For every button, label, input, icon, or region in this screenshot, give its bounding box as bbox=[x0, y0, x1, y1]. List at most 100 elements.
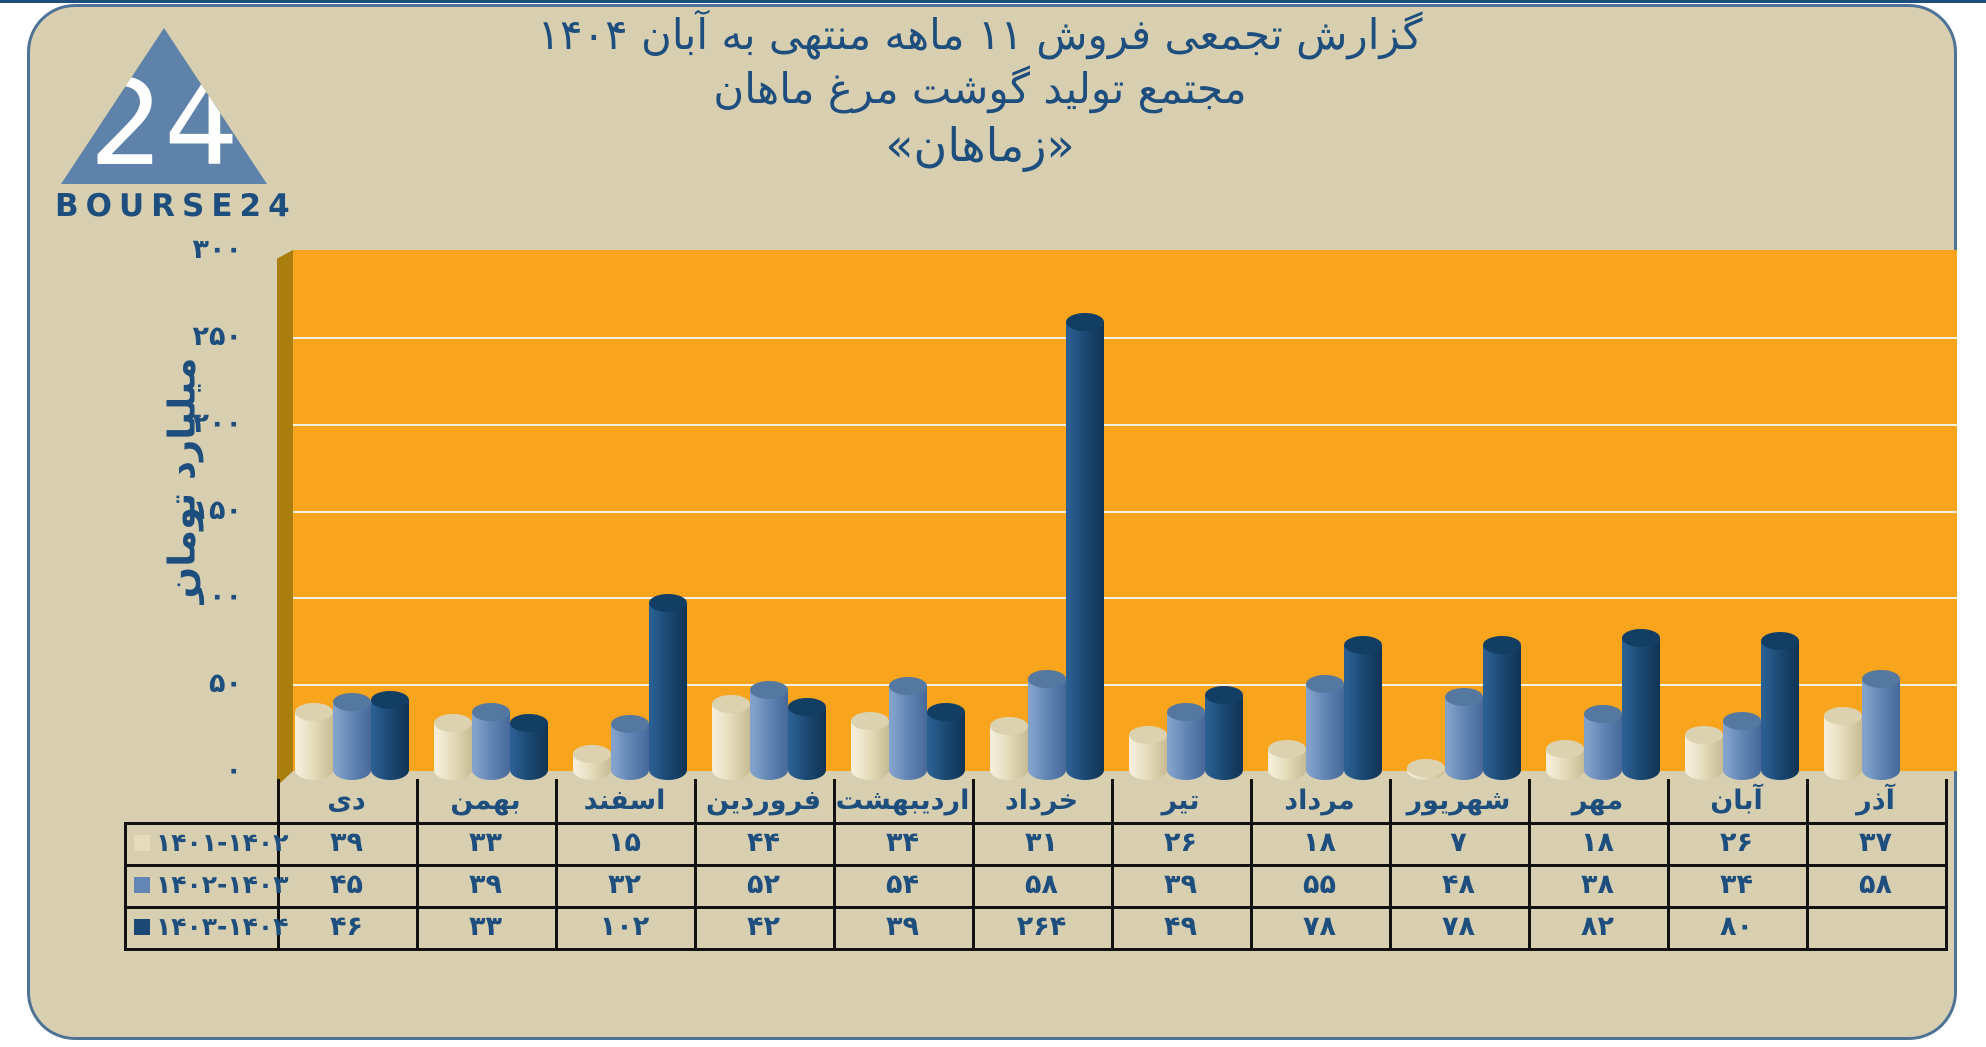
y-tick-label: ۱۰۰ bbox=[192, 581, 242, 613]
table-v-line-0 bbox=[277, 779, 280, 951]
y-tick-label: ۲۵۰ bbox=[192, 320, 242, 352]
bar-top-cap bbox=[1584, 705, 1622, 723]
bar-top-cap bbox=[1306, 675, 1344, 693]
table-value-r0-c7: ۱۸ bbox=[1303, 827, 1336, 858]
table-value-r0-c2: ۱۵ bbox=[608, 827, 641, 858]
bourse24-logo: 24 BOURSE24 bbox=[55, 26, 290, 226]
bar-cylinder-s1-7 bbox=[1306, 675, 1344, 780]
bar-cylinder-s2-2 bbox=[649, 594, 687, 780]
bar-cylinder-s0-7 bbox=[1268, 740, 1306, 780]
table-v-line-1 bbox=[416, 779, 419, 951]
bar-top-cap bbox=[788, 698, 826, 716]
month-header-7: مرداد bbox=[1284, 785, 1355, 816]
table-v-line-6 bbox=[1111, 779, 1114, 951]
bar-cylinder-s2-4 bbox=[927, 703, 965, 780]
legend-swatch-0 bbox=[134, 835, 150, 851]
table-value-r1-c3: ۵۲ bbox=[747, 869, 780, 900]
bar-cylinder-s0-4 bbox=[851, 712, 889, 780]
bar-cylinder-s0-10 bbox=[1685, 726, 1723, 780]
month-header-5: خرداد bbox=[1004, 785, 1079, 816]
bar-top-cap bbox=[573, 745, 611, 763]
bar-top-cap bbox=[333, 693, 371, 711]
gridline-250 bbox=[293, 337, 1957, 339]
bar-top-cap bbox=[750, 681, 788, 699]
bar-cylinder-s1-5 bbox=[1028, 670, 1066, 780]
y-tick-label: ۵۰ bbox=[209, 668, 242, 700]
bar-cylinder-s1-2 bbox=[611, 715, 649, 780]
bar-top-cap bbox=[1205, 686, 1243, 704]
table-value-r0-c9: ۱۸ bbox=[1581, 827, 1614, 858]
gridline-150 bbox=[293, 511, 1957, 513]
bar-cylinder-s2-3 bbox=[788, 698, 826, 780]
bar-top-cap bbox=[434, 714, 472, 732]
bar-top-cap bbox=[649, 594, 687, 612]
bar-cylinder-s1-4 bbox=[889, 677, 927, 780]
bar-top-cap bbox=[851, 712, 889, 730]
logo-triangle-24-icon: 24 bbox=[61, 28, 267, 186]
legend-swatch-2 bbox=[134, 919, 150, 935]
bar-top-cap bbox=[1268, 740, 1306, 758]
series-name-2: ۱۴۰۳-۱۴۰۴ bbox=[156, 912, 289, 941]
bar-cylinder-s0-1 bbox=[434, 714, 472, 780]
gridline-50 bbox=[293, 684, 1957, 686]
table-value-r2-c3: ۴۲ bbox=[747, 911, 780, 942]
bar-cylinder-s1-10 bbox=[1723, 712, 1761, 780]
bar-cylinder-s2-0 bbox=[371, 691, 409, 780]
bar-cylinder-s1-3 bbox=[750, 681, 788, 780]
table-value-r1-c10: ۳۴ bbox=[1720, 869, 1753, 900]
table-value-r2-c7: ۷۸ bbox=[1303, 911, 1336, 942]
bar-cylinder-s0-5 bbox=[990, 717, 1028, 780]
table-v-line-11 bbox=[1806, 779, 1809, 951]
bar-top-cap bbox=[1862, 670, 1900, 688]
bar-cylinder-s0-0 bbox=[295, 703, 333, 780]
bar-top-cap bbox=[1066, 313, 1104, 331]
bar-top-cap bbox=[1546, 740, 1584, 758]
y-axis-title: میلیارد تومان bbox=[160, 357, 204, 599]
svg-text:24: 24 bbox=[89, 54, 239, 186]
month-header-4: اردیبهشت bbox=[835, 785, 970, 816]
gridline-100 bbox=[293, 597, 1957, 599]
y-tick-label: ۱۵۰ bbox=[192, 494, 242, 526]
bar-cylinder-s1-6 bbox=[1167, 703, 1205, 780]
bar-top-cap bbox=[990, 717, 1028, 735]
table-value-r1-c9: ۳۸ bbox=[1581, 869, 1614, 900]
bar-cylinder-s2-5 bbox=[1066, 313, 1104, 780]
table-v-line-5 bbox=[972, 779, 975, 951]
table-value-r0-c1: ۳۳ bbox=[469, 827, 502, 858]
series-name-1: ۱۴۰۲-۱۴۰۳ bbox=[156, 870, 289, 899]
table-value-r1-c2: ۳۲ bbox=[608, 869, 641, 900]
bar-cylinder-s0-3 bbox=[712, 695, 750, 780]
table-value-r1-c6: ۳۹ bbox=[1164, 869, 1197, 900]
bar-top-cap bbox=[1761, 632, 1799, 650]
series-name-0: ۱۴۰۱-۱۴۰۲ bbox=[156, 828, 289, 857]
bar-top-cap bbox=[510, 714, 548, 732]
bar-top-cap bbox=[927, 703, 965, 721]
bar-top-cap bbox=[611, 715, 649, 733]
table-value-r1-c5: ۵۸ bbox=[1025, 869, 1058, 900]
table-value-r1-c7: ۵۵ bbox=[1303, 869, 1336, 900]
y-tick-label: ۲۰۰ bbox=[192, 407, 242, 439]
table-v-line-10 bbox=[1667, 779, 1670, 951]
table-value-r1-c8: ۴۸ bbox=[1442, 869, 1475, 900]
bar-cylinder-s1-1 bbox=[472, 703, 510, 780]
title-line-2: مجتمع تولید گوشت مرغ ماهان bbox=[713, 64, 1247, 113]
top-border-line bbox=[0, 0, 1986, 3]
table-value-r1-c4: ۵۴ bbox=[886, 869, 919, 900]
table-h-line-0 bbox=[124, 822, 1948, 825]
bar-top-cap bbox=[472, 703, 510, 721]
bar-cylinder-s2-9 bbox=[1622, 629, 1660, 780]
table-value-r2-c6: ۴۹ bbox=[1164, 911, 1197, 942]
title-line-1: گزارش تجمعی فروش ۱۱ ماهه منتهی به آبان ۱… bbox=[537, 10, 1423, 59]
bar-cylinder-s1-8 bbox=[1445, 688, 1483, 780]
month-header-9: مهر bbox=[1571, 785, 1624, 816]
plot-area bbox=[293, 250, 1957, 771]
table-v-line-year bbox=[124, 822, 127, 948]
table-value-r2-c9: ۸۲ bbox=[1581, 911, 1614, 942]
bar-top-cap bbox=[1622, 629, 1660, 647]
month-header-0: دی bbox=[327, 785, 366, 816]
plot-left-wall bbox=[277, 250, 293, 786]
bar-cylinder-s0-2 bbox=[573, 745, 611, 780]
bar-top-cap bbox=[712, 695, 750, 713]
bar-top-cap bbox=[1483, 636, 1521, 654]
